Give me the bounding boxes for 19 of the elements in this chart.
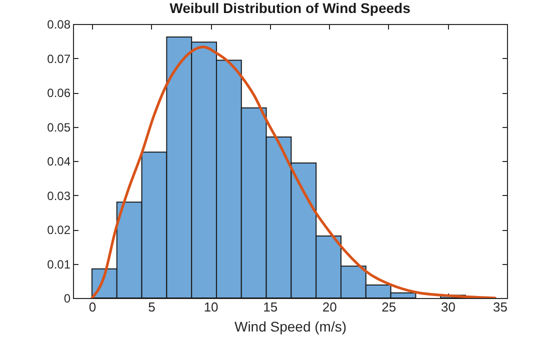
x-tick-label: 0 bbox=[88, 300, 96, 314]
y-tick-label: 0.04 bbox=[47, 154, 71, 168]
chart-title: Weibull Distribution of Wind Speeds bbox=[170, 0, 411, 16]
x-tick-label: 5 bbox=[148, 300, 156, 314]
x-axis-title: Wind Speed (m/s) bbox=[234, 318, 347, 334]
x-tick-label: 25 bbox=[382, 300, 396, 314]
x-tick-label: 30 bbox=[440, 300, 456, 314]
y-tick-label: 0.06 bbox=[47, 86, 71, 100]
y-tick-label: 0.02 bbox=[47, 223, 71, 237]
line-series bbox=[90, 46, 496, 298]
x-tick-label: 10 bbox=[204, 300, 218, 314]
x-tick-label: 20 bbox=[322, 300, 337, 314]
y-tick-label: 0.01 bbox=[47, 257, 71, 272]
y-tick-label: 0.03 bbox=[47, 188, 71, 203]
x-tick-label: 35 bbox=[493, 300, 508, 314]
x-tick-label: 15 bbox=[263, 300, 278, 314]
y-tick-label: 0.08 bbox=[47, 18, 71, 32]
y-tick-label: 0.07 bbox=[47, 52, 71, 66]
y-tick-label: 0.05 bbox=[47, 120, 71, 134]
